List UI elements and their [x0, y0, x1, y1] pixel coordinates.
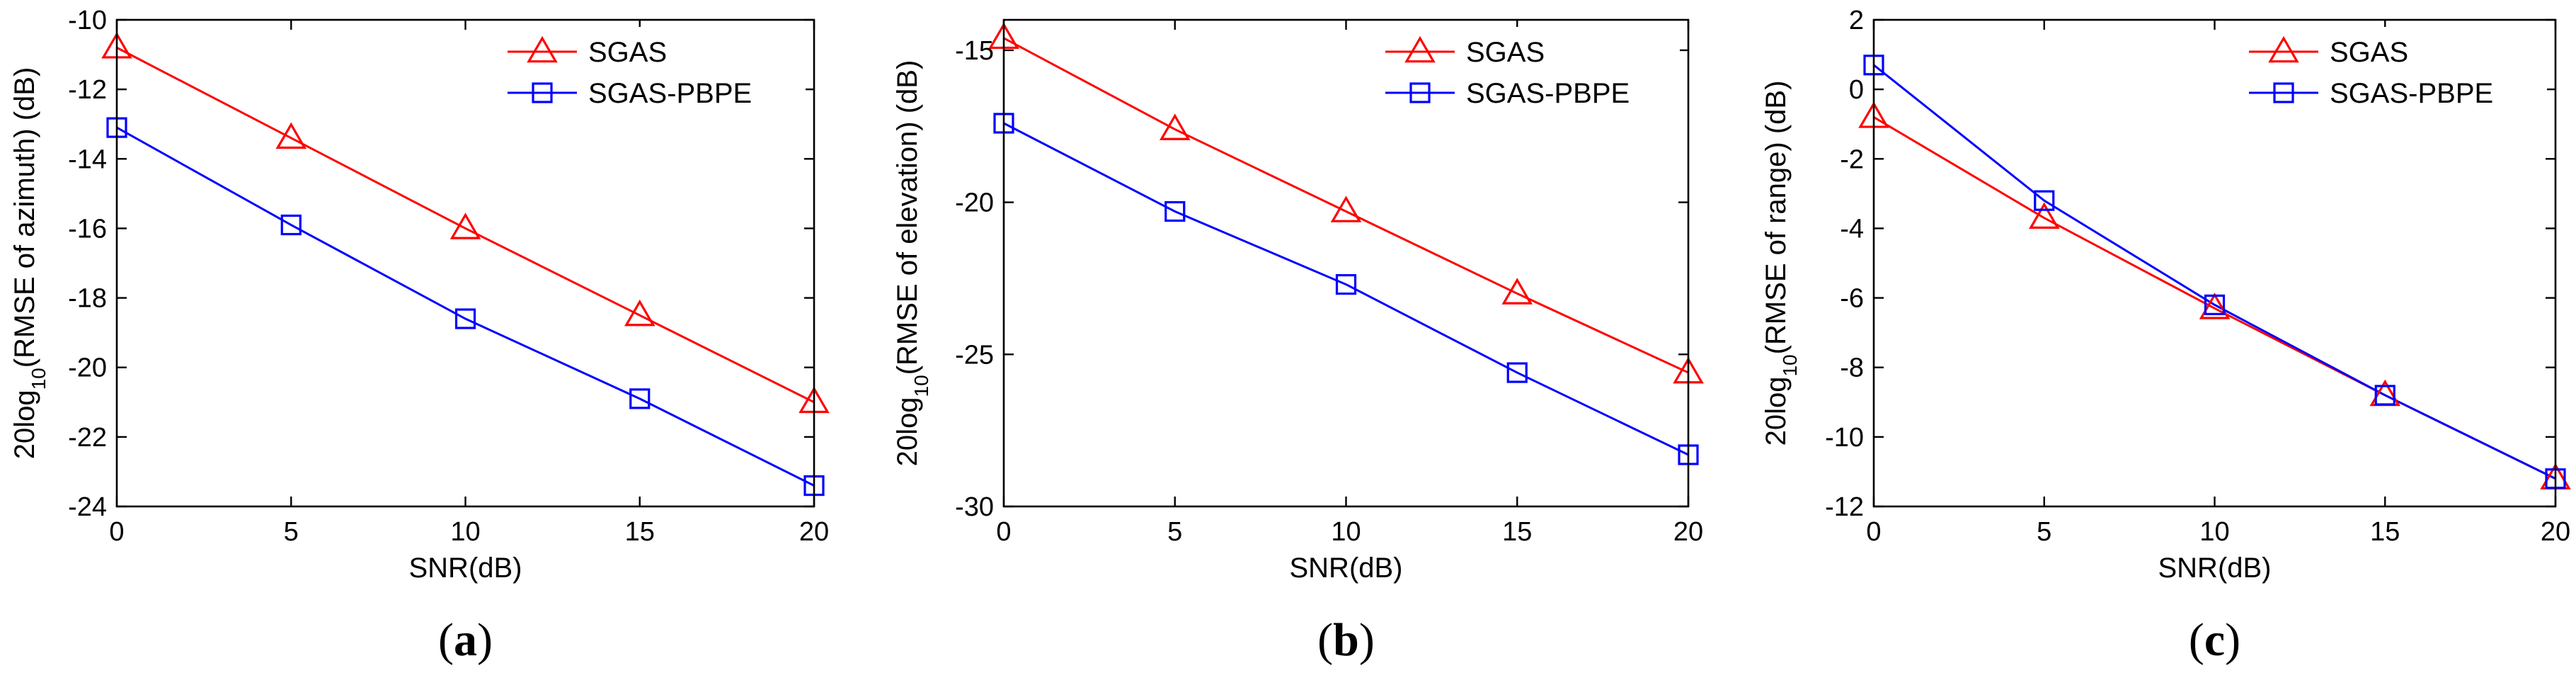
- legend-marker-b-0: [1404, 35, 1436, 63]
- y-tick-label-a-3: -18: [68, 284, 107, 314]
- y-tick-label-c-5: -2: [1840, 144, 1864, 174]
- legend-marker-a-0: [527, 35, 558, 63]
- x-tick-label-a-3: 15: [625, 517, 655, 547]
- y-tick-label-c-6: 0: [1849, 75, 1864, 105]
- legend-marker-c-1: [2273, 82, 2294, 103]
- series-line-b-sgas: [1003, 37, 1689, 374]
- y-tick-label-a-1: -22: [68, 423, 107, 453]
- data-point-b-sgas-pbpe-1: [1164, 200, 1186, 222]
- y-axis-label-c: 20log10(RMSE of range) (dB): [1761, 81, 1801, 446]
- legend-b: SGAS SGAS-PBPE: [1377, 27, 1680, 112]
- legend-label-a-0: SGAS: [588, 37, 667, 68]
- y-tick-label-c-7: 2: [1849, 6, 1864, 35]
- x-tick-label-c-3: 15: [2370, 517, 2400, 547]
- x-tick-label-a-2: 10: [450, 517, 480, 547]
- x-tick-label-a-4: 20: [799, 517, 829, 547]
- y-tick-label-a-0: -24: [68, 492, 107, 522]
- series-line-a-sgas: [116, 46, 815, 404]
- legend-marker-a-1: [532, 82, 553, 103]
- legend-background-b: [1377, 27, 1680, 112]
- panel-label-c: (c): [2189, 614, 2240, 666]
- y-tick-label-a-2: -20: [68, 353, 107, 383]
- y-tick-label-a-7: -10: [68, 6, 107, 35]
- y-tick-label-b-0: -30: [955, 492, 994, 522]
- x-tick-label-b-0: 0: [996, 517, 1011, 547]
- data-point-c-sgas-1: [2028, 202, 2060, 229]
- series-line-a-sgas-pbpe: [116, 126, 815, 487]
- panel-label-b: (b): [1317, 614, 1375, 666]
- data-point-c-sgas-pbpe-2: [2204, 294, 2226, 315]
- legend-label-a-1: SGAS-PBPE: [588, 78, 752, 109]
- x-tick-label-a-0: 0: [109, 517, 124, 547]
- legend-label-c-0: SGAS: [2330, 37, 2408, 68]
- legend-a: SGAS SGAS-PBPE: [499, 27, 806, 112]
- data-point-b-sgas-1: [1159, 113, 1191, 140]
- x-axis-label-b: SNR(dB): [1289, 552, 1402, 584]
- y-tick-label-b-3: -15: [955, 36, 994, 66]
- x-axis-label-c: SNR(dB): [2158, 552, 2271, 584]
- y-tick-label-c-2: -8: [1840, 353, 1864, 383]
- legend-label-b-1: SGAS-PBPE: [1466, 78, 1630, 109]
- x-tick-label-a-1: 5: [284, 517, 299, 547]
- legend-label-b-0: SGAS: [1466, 37, 1545, 68]
- data-point-c-sgas-2: [2199, 293, 2231, 319]
- legend-marker-c-0: [2268, 35, 2299, 63]
- x-tick-label-c-0: 0: [1866, 517, 1881, 547]
- chart-panel-a: 0 5 10 15 20 -24 -22 -20 -18 -16 -14 -12 -10 SNR(dB) 2…: [9, 6, 830, 666]
- x-tick-label-b-4: 20: [1673, 517, 1703, 547]
- y-axis-label-b: 20log10(RMSE of elevation) (dB): [892, 60, 932, 467]
- y-tick-label-a-6: -12: [68, 75, 107, 105]
- legend-background-a: [499, 27, 806, 112]
- x-tick-label-b-1: 5: [1167, 517, 1182, 547]
- y-axis-label-a: 20log10(RMSE of azimuth) (dB): [9, 67, 50, 460]
- legend-marker-b-1: [1409, 82, 1431, 103]
- data-point-b-sgas-3: [1501, 278, 1533, 305]
- x-tick-label-c-1: 5: [2037, 517, 2051, 547]
- data-point-a-sgas-2: [450, 212, 481, 239]
- y-tick-label-a-4: -16: [68, 214, 107, 244]
- series-line-c-sgas-pbpe: [1873, 64, 2556, 480]
- data-point-a-sgas-3: [624, 299, 656, 327]
- data-point-c-sgas-pbpe-1: [2034, 190, 2055, 211]
- series-line-b-sgas-pbpe: [1003, 122, 1689, 456]
- y-tick-label-b-2: -20: [955, 188, 994, 218]
- data-point-b-sgas-2: [1330, 196, 1362, 222]
- y-tick-label-c-4: -4: [1840, 214, 1864, 244]
- y-tick-label-a-5: -14: [68, 144, 107, 174]
- chart-panel-c: 0 5 10 15 20 -12 -10 -8 -6 -4 -2 0 2 SNR(dB) 20log10(R…: [1761, 6, 2571, 666]
- x-tick-label-b-3: 15: [1502, 517, 1532, 547]
- panel-label-a: (a): [438, 614, 493, 666]
- y-tick-label-c-3: -6: [1840, 284, 1864, 314]
- x-axis-label-a: SNR(dB): [408, 552, 522, 584]
- data-point-a-sgas-pbpe-3: [629, 388, 651, 409]
- y-tick-label-b-1: -25: [955, 340, 994, 370]
- legend-label-c-1: SGAS-PBPE: [2330, 78, 2493, 109]
- legend-background-c: [2240, 27, 2547, 112]
- x-tick-label-c-2: 10: [2199, 517, 2229, 547]
- y-tick-label-c-0: -12: [1825, 492, 1864, 522]
- data-point-a-sgas-1: [275, 122, 307, 149]
- data-point-a-sgas-pbpe-2: [454, 308, 476, 329]
- legend-c: SGAS SGAS-PBPE: [2240, 27, 2547, 112]
- data-point-b-sgas-pbpe-3: [1506, 362, 1528, 383]
- y-tick-label-c-1: -10: [1825, 423, 1864, 453]
- data-point-a-sgas-pbpe-1: [280, 214, 302, 236]
- x-tick-label-c-4: 20: [2541, 517, 2570, 547]
- x-tick-label-b-2: 10: [1331, 517, 1361, 547]
- data-point-c-sgas-pbpe-3: [2374, 385, 2395, 406]
- chart-panel-b: 0 5 10 15 20 -30 -25 -20 -15 SNR(dB) 20log10(RMSE …: [892, 18, 1704, 666]
- series-line-c-sgas: [1873, 116, 2556, 480]
- data-point-b-sgas-pbpe-2: [1335, 273, 1357, 295]
